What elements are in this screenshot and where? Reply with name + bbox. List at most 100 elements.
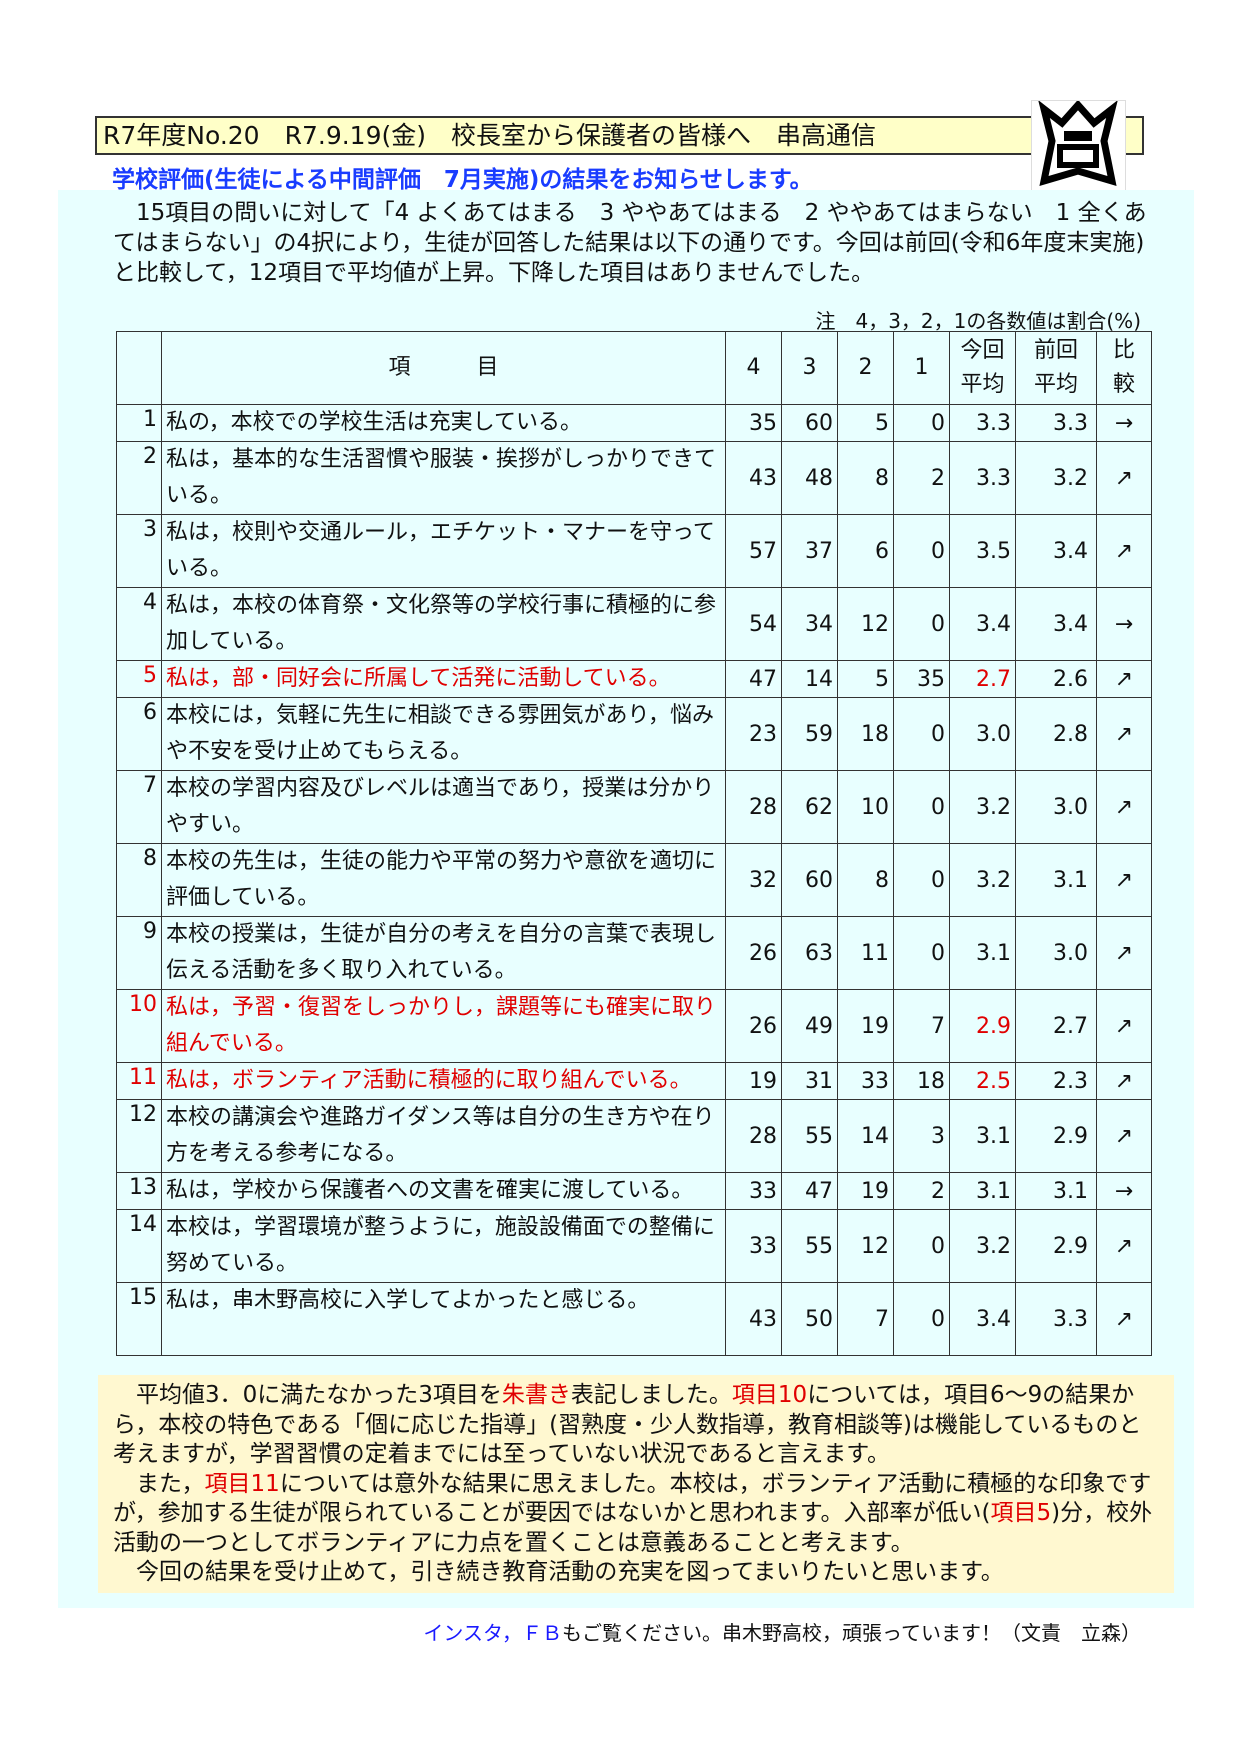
value-4: 23 (725, 697, 782, 771)
value-1: 0 (893, 770, 950, 844)
value-2: 19 (837, 1172, 894, 1210)
intro-paragraph: 15項目の問いに対して「4 よくあてはまる 3 ややあてはまる 2 ややあてはま… (113, 200, 1147, 286)
current-average: 3.2 (949, 1209, 1016, 1283)
row-item: 本校には，気軽に先生に相談できる雰囲気があり，悩みや不安を受け止めてもらえる。 (161, 697, 726, 771)
current-average: 3.0 (949, 697, 1016, 771)
row-number: 7 (116, 770, 162, 844)
row-item: 私は，校則や交通ルール，エチケット・マナーを守っている。 (161, 514, 726, 588)
row-number: 4 (116, 587, 162, 661)
row-number: 1 (116, 404, 162, 442)
previous-average: 3.0 (1015, 916, 1097, 990)
current-average: 3.2 (949, 770, 1016, 844)
previous-average: 3.3 (1015, 1282, 1097, 1356)
value-1: 0 (893, 404, 950, 442)
value-4: 57 (725, 514, 782, 588)
row-number: 12 (116, 1099, 162, 1173)
comparison-arrow: ↗ (1096, 1282, 1152, 1356)
value-4: 43 (725, 441, 782, 515)
table-row: 14 本校は，学習環境が整うように，施設設備面での整備に努めている。 33 55 12 0… (116, 1209, 1152, 1283)
previous-average: 3.1 (1015, 843, 1097, 917)
value-3: 60 (781, 404, 838, 442)
value-1: 18 (893, 1062, 950, 1100)
row-item: 本校は，学習環境が整うように，施設設備面での整備に努めている。 (161, 1209, 726, 1283)
red-text: 項目10 (731, 1382, 808, 1408)
previous-average: 3.4 (1015, 587, 1097, 661)
current-average: 3.5 (949, 514, 1016, 588)
value-3: 37 (781, 514, 838, 588)
current-average: 3.2 (949, 843, 1016, 917)
header-no (116, 331, 162, 405)
table-row: 12 本校の講演会や進路ガイダンス等は自分の生き方や在り方を考える参考になる。 28… (116, 1099, 1152, 1173)
sns-links[interactable]: インスタ，ＦＢ (423, 1621, 562, 1645)
comparison-arrow: → (1096, 587, 1152, 661)
value-3: 63 (781, 916, 838, 990)
comparison-arrow: ↗ (1096, 441, 1152, 515)
value-4: 28 (725, 770, 782, 844)
value-2: 12 (837, 587, 894, 661)
value-2: 6 (837, 514, 894, 588)
table-row: 5 私は，部・同好会に所属して活発に活動している。 47 14 5 35 2.7 2.6 ↗ (116, 660, 1152, 698)
row-item: 私は，学校から保護者への文書を確実に渡している。 (161, 1172, 726, 1210)
footer: インスタ，ＦＢもご覧ください。串木野高校，頑張っています！（文責 立森） (423, 1617, 1141, 1646)
value-2: 5 (837, 404, 894, 442)
row-number: 3 (116, 514, 162, 588)
value-2: 11 (837, 916, 894, 990)
row-item: 本校の授業は，生徒が自分の考えを自分の言葉で表現し伝える活動を多く取り入れている… (161, 916, 726, 990)
table-row: 8 本校の先生は，生徒の能力や平常の努力や意欲を適切に評価している。 32 60 8 0 3… (116, 843, 1152, 917)
value-4: 26 (725, 989, 782, 1063)
comparison-arrow: ↗ (1096, 660, 1152, 698)
red-text: 項目11 (204, 1470, 280, 1497)
header-3: 3 (781, 331, 838, 405)
value-4: 35 (725, 404, 782, 442)
table-row: 3 私は，校則や交通ルール，エチケット・マナーを守っている。 57 37 6 0 3.5 3.… (116, 514, 1152, 588)
row-item: 私は，予習・復習をしっかりし，課題等にも確実に取り組んでいる。 (161, 989, 726, 1063)
text: )分，校外活動の一つとしてボランティアに力点を置くことは意義あることと考えます。 (113, 1500, 1153, 1556)
value-1: 2 (893, 441, 950, 515)
comparison-arrow: ↗ (1096, 770, 1152, 844)
footer-text: もご覧ください。串木野高校，頑張っています！（文責 立森） (562, 1621, 1141, 1645)
evaluation-table: 項 目 4 3 2 1 今回 平均 前回 平均 比較 1 私の，本校での学校生活は充実… (116, 331, 1152, 1356)
row-item: 私は，串木野高校に入学してよかったと感じる。 (161, 1282, 726, 1356)
value-4: 54 (725, 587, 782, 661)
row-item: 私は，部・同好会に所属して活発に活動している。 (161, 660, 726, 698)
value-2: 8 (837, 843, 894, 917)
header-prev-a: 前回 (1033, 338, 1078, 363)
header-2: 2 (837, 331, 894, 405)
row-number: 13 (116, 1172, 162, 1210)
row-number: 10 (116, 989, 162, 1063)
value-2: 5 (837, 660, 894, 698)
previous-average: 3.3 (1015, 404, 1097, 442)
value-4: 33 (725, 1209, 782, 1283)
value-3: 55 (781, 1209, 838, 1283)
table-row: 6 本校には，気軽に先生に相談できる雰囲気があり，悩みや不安を受け止めてもらえる。… (116, 697, 1152, 771)
value-3: 55 (781, 1099, 838, 1173)
current-average: 2.9 (949, 989, 1016, 1063)
header-current-a: 今回 (960, 338, 1005, 363)
current-average: 3.3 (949, 404, 1016, 442)
current-average: 2.5 (949, 1062, 1016, 1100)
value-2: 8 (837, 441, 894, 515)
value-3: 34 (781, 587, 838, 661)
summary-background (98, 1375, 1174, 1593)
comparison-arrow: ↗ (1096, 1099, 1152, 1173)
comparison-arrow: ↗ (1096, 1062, 1152, 1100)
value-1: 0 (893, 1282, 950, 1356)
value-1: 0 (893, 916, 950, 990)
current-average: 3.4 (949, 1282, 1016, 1356)
current-average: 3.3 (949, 441, 1016, 515)
header-compare: 比較 (1096, 331, 1152, 405)
previous-average: 2.8 (1015, 697, 1097, 771)
header-cmp-a: 比 (1112, 338, 1135, 363)
row-number: 5 (116, 660, 162, 698)
value-1: 0 (893, 587, 950, 661)
intro-text: 15項目の問いに対して「4 よくあてはまる 3 ややあてはまる 2 ややあてはま… (113, 198, 1153, 288)
value-3: 62 (781, 770, 838, 844)
subtitle: 学校評価(生徒による中間評価 7月実施)の結果をお知らせします。 (112, 167, 813, 193)
row-number: 15 (116, 1282, 162, 1356)
header-prev-b: 平均 (1033, 372, 1078, 397)
previous-average: 2.3 (1015, 1062, 1097, 1100)
value-4: 26 (725, 916, 782, 990)
value-1: 3 (893, 1099, 950, 1173)
table-row: 2 私は，基本的な生活習慣や服装・挨拶がしっかりできている。 43 48 8 2 3.3 3.… (116, 441, 1152, 515)
table-row: 7 本校の学習内容及びレベルは適当であり，授業は分かりやすい。 28 62 10 0 3.2… (116, 770, 1152, 844)
